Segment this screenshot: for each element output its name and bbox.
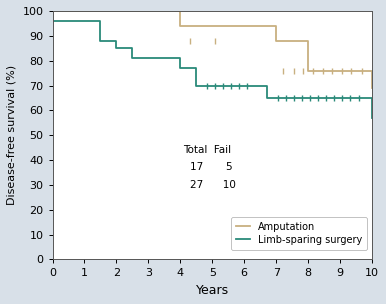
X-axis label: Years: Years <box>196 284 229 297</box>
Legend: Amputation, Limb-sparing surgery: Amputation, Limb-sparing surgery <box>231 217 367 250</box>
Text: Total  Fail: Total Fail <box>183 145 232 155</box>
Y-axis label: Disease-free survival (%): Disease-free survival (%) <box>7 65 17 205</box>
Text: 27      10: 27 10 <box>190 180 236 190</box>
Text: 17       5: 17 5 <box>190 162 232 172</box>
